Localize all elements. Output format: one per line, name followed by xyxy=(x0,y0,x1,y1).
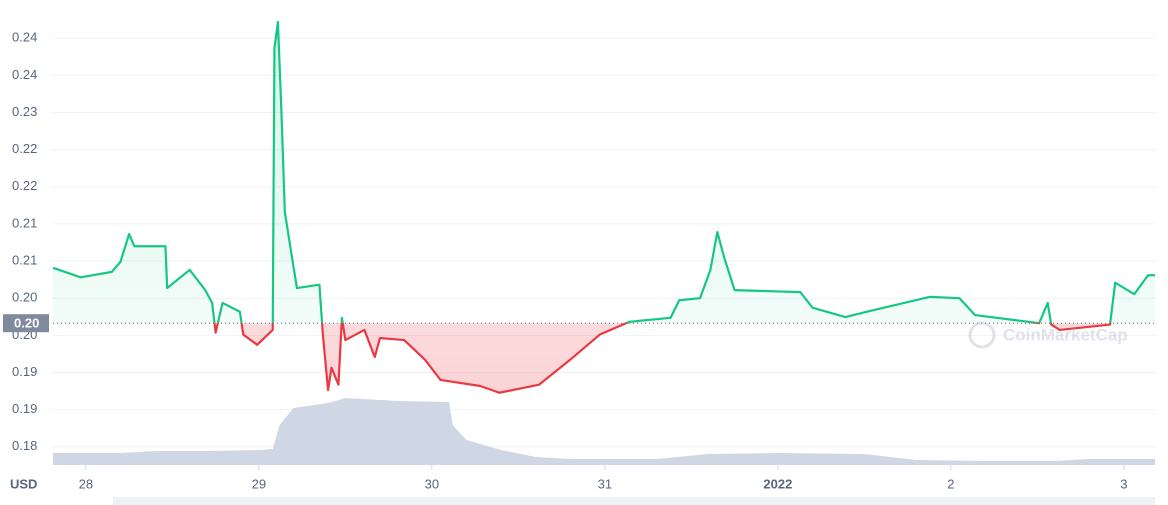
y-tick-label: 0.22 xyxy=(12,141,37,156)
volume-area xyxy=(53,398,1155,465)
price-line xyxy=(52,20,1155,394)
y-tick-label: 0.18 xyxy=(12,438,37,453)
y-tick-label: 0.20 xyxy=(12,290,37,305)
x-tick-label: 31 xyxy=(598,476,612,491)
area-down xyxy=(214,323,1111,393)
navigator[interactable] xyxy=(113,497,1155,505)
x-tick-label: 28 xyxy=(79,476,93,491)
y-tick-label: 0.23 xyxy=(12,104,37,119)
y-tick-label: 0.21 xyxy=(12,215,37,230)
y-tick-label: 0.24 xyxy=(12,30,37,45)
area-up xyxy=(53,22,1155,324)
x-tick-label: 3 xyxy=(1120,476,1127,491)
x-tick-label: 29 xyxy=(252,476,266,491)
baseline-label: 0.20 xyxy=(14,316,39,331)
y-tick-label: 0.19 xyxy=(12,401,37,416)
y-tick-label: 0.22 xyxy=(12,178,37,193)
y-tick-label: 0.19 xyxy=(12,364,37,379)
y-tick-label: 0.24 xyxy=(12,67,37,82)
axis-label: USD xyxy=(10,476,37,491)
watermark-text: CoinMarketCap xyxy=(1003,325,1128,344)
x-tick-label: 2 xyxy=(947,476,954,491)
x-tick-label: 30 xyxy=(425,476,439,491)
y-tick-label: 0.21 xyxy=(12,253,37,268)
x-tick-label: 2022 xyxy=(763,476,792,491)
watermark-logo xyxy=(968,321,996,349)
watermark: CoinMarketCap xyxy=(968,321,1128,349)
baseline-label-bg xyxy=(3,314,49,333)
